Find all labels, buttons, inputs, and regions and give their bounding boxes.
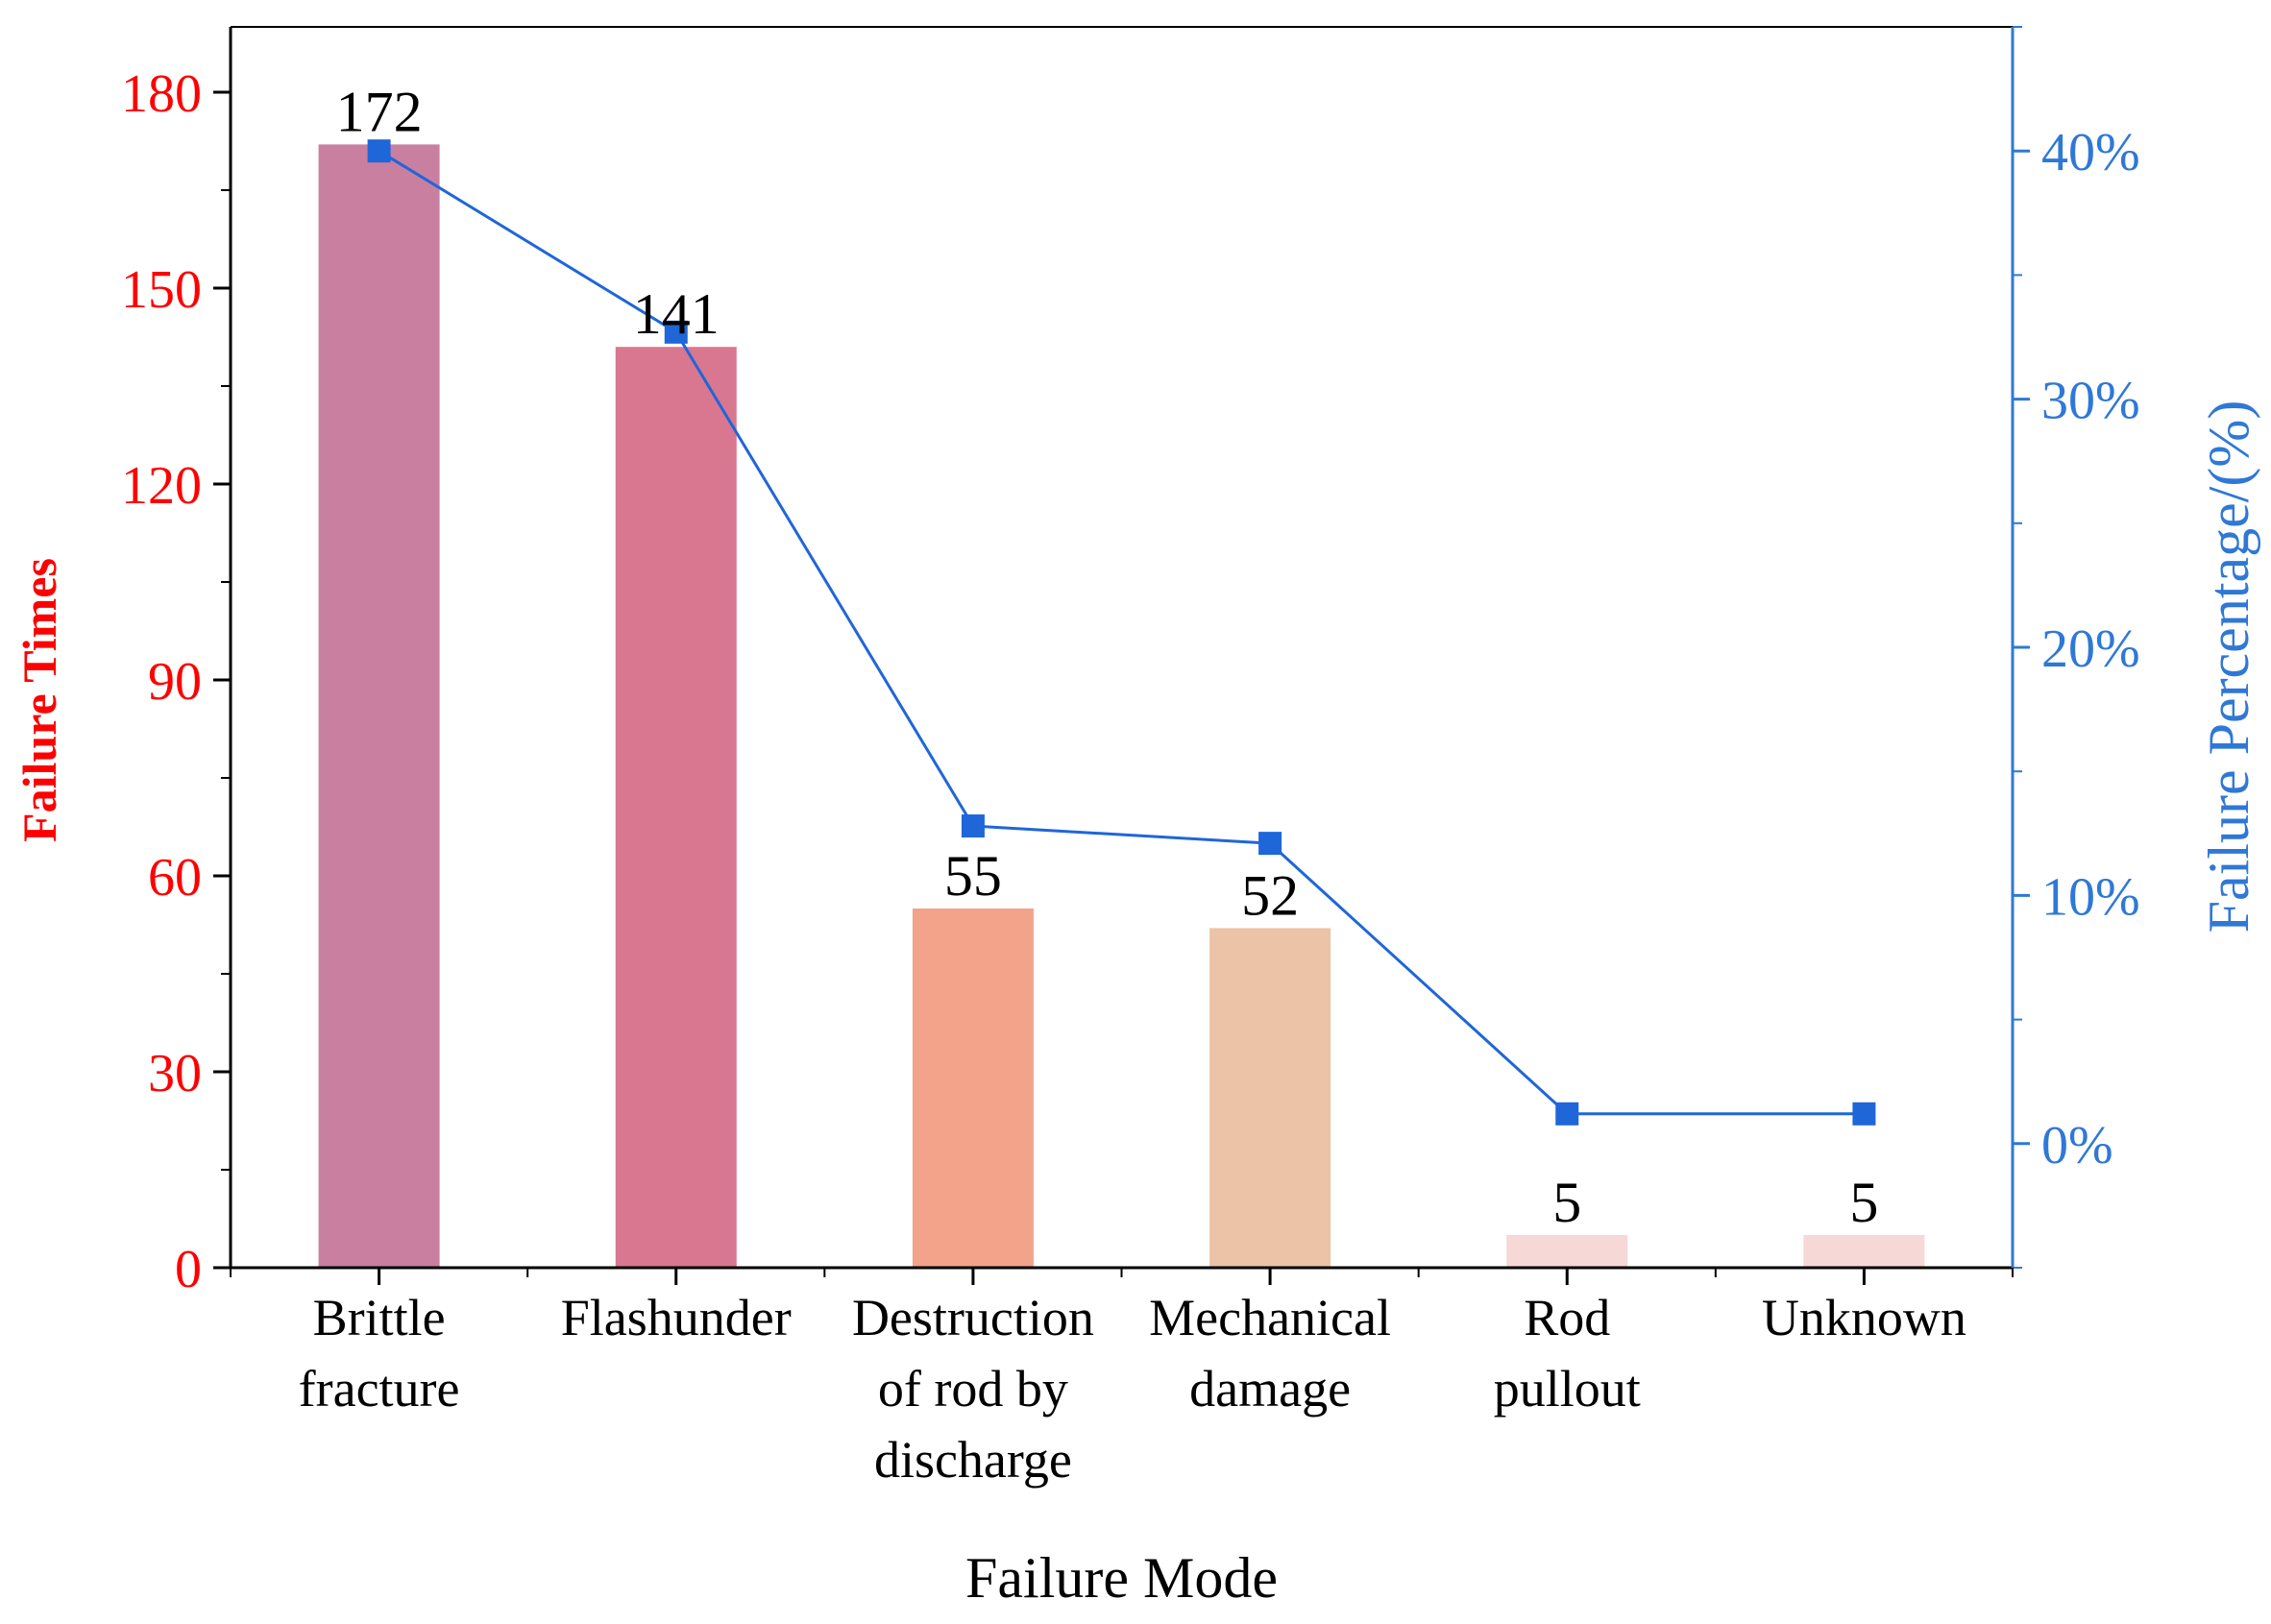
percentage-marker-3	[1258, 832, 1282, 856]
y-axis-right-title: Failure Percentage/(%)	[2197, 400, 2260, 933]
data-label-3: 52	[1241, 863, 1299, 927]
x-tick-label-0-line-1: fracture	[299, 1360, 460, 1418]
y-right-tick-label-4: 40%	[2041, 123, 2140, 182]
y-left-tick-label-6: 180	[121, 64, 202, 124]
bar-1	[615, 347, 737, 1268]
x-tick-label-1-line-0: Flashunder	[561, 1289, 792, 1346]
percentage-marker-2	[961, 814, 985, 838]
x-tick-label-3-line-1: damage	[1189, 1360, 1351, 1418]
x-tick-label-0-line-0: Brittle	[313, 1289, 446, 1346]
percentage-marker-0	[367, 139, 391, 163]
data-label-5: 5	[1849, 1171, 1878, 1234]
percentage-marker-1	[664, 320, 688, 344]
bar-4	[1506, 1235, 1628, 1268]
y-right-tick-label-2: 20%	[2041, 619, 2140, 679]
data-label-4: 5	[1552, 1171, 1581, 1234]
y-left-tick-label-0: 0	[175, 1240, 202, 1299]
y-left-tick-label-5: 150	[121, 260, 202, 320]
y-axis-left-title: Failure Times	[12, 558, 66, 842]
x-axis-title: Failure Mode	[965, 1546, 1278, 1610]
x-tick-label-5-line-0: Unknown	[1762, 1289, 1966, 1346]
y-left-tick-label-2: 60	[148, 848, 202, 908]
percentage-line	[378, 149, 1865, 1116]
x-tick-label-4-line-0: Rod	[1524, 1289, 1610, 1346]
bar-5	[1803, 1235, 1925, 1268]
y-right-tick-label-1: 10%	[2041, 867, 2140, 927]
x-tick-label-2-line-1: of rod by	[878, 1360, 1068, 1418]
bar-0	[318, 144, 440, 1268]
data-label-0: 172	[336, 80, 423, 143]
y-right-tick-label-3: 30%	[2041, 372, 2140, 431]
x-tick-label-3-line-0: Mechanical	[1149, 1289, 1391, 1346]
y-left-tick-label-4: 120	[121, 456, 202, 516]
x-tick-label-2-line-0: Destruction	[852, 1289, 1094, 1346]
bar-3	[1209, 928, 1331, 1268]
x-tick-label-4-line-1: pullout	[1494, 1360, 1641, 1418]
y-left-tick-label-3: 90	[148, 652, 202, 712]
bar-2	[912, 909, 1034, 1268]
percentage-marker-5	[1852, 1102, 1876, 1126]
x-tick-label-2-line-2: discharge	[874, 1431, 1072, 1489]
data-label-2: 55	[944, 844, 1002, 908]
y-right-tick-label-0: 0%	[2041, 1116, 2113, 1176]
percentage-marker-4	[1555, 1102, 1579, 1126]
data-label-1: 141	[633, 282, 720, 346]
y-left-tick-label-1: 30	[148, 1044, 202, 1103]
